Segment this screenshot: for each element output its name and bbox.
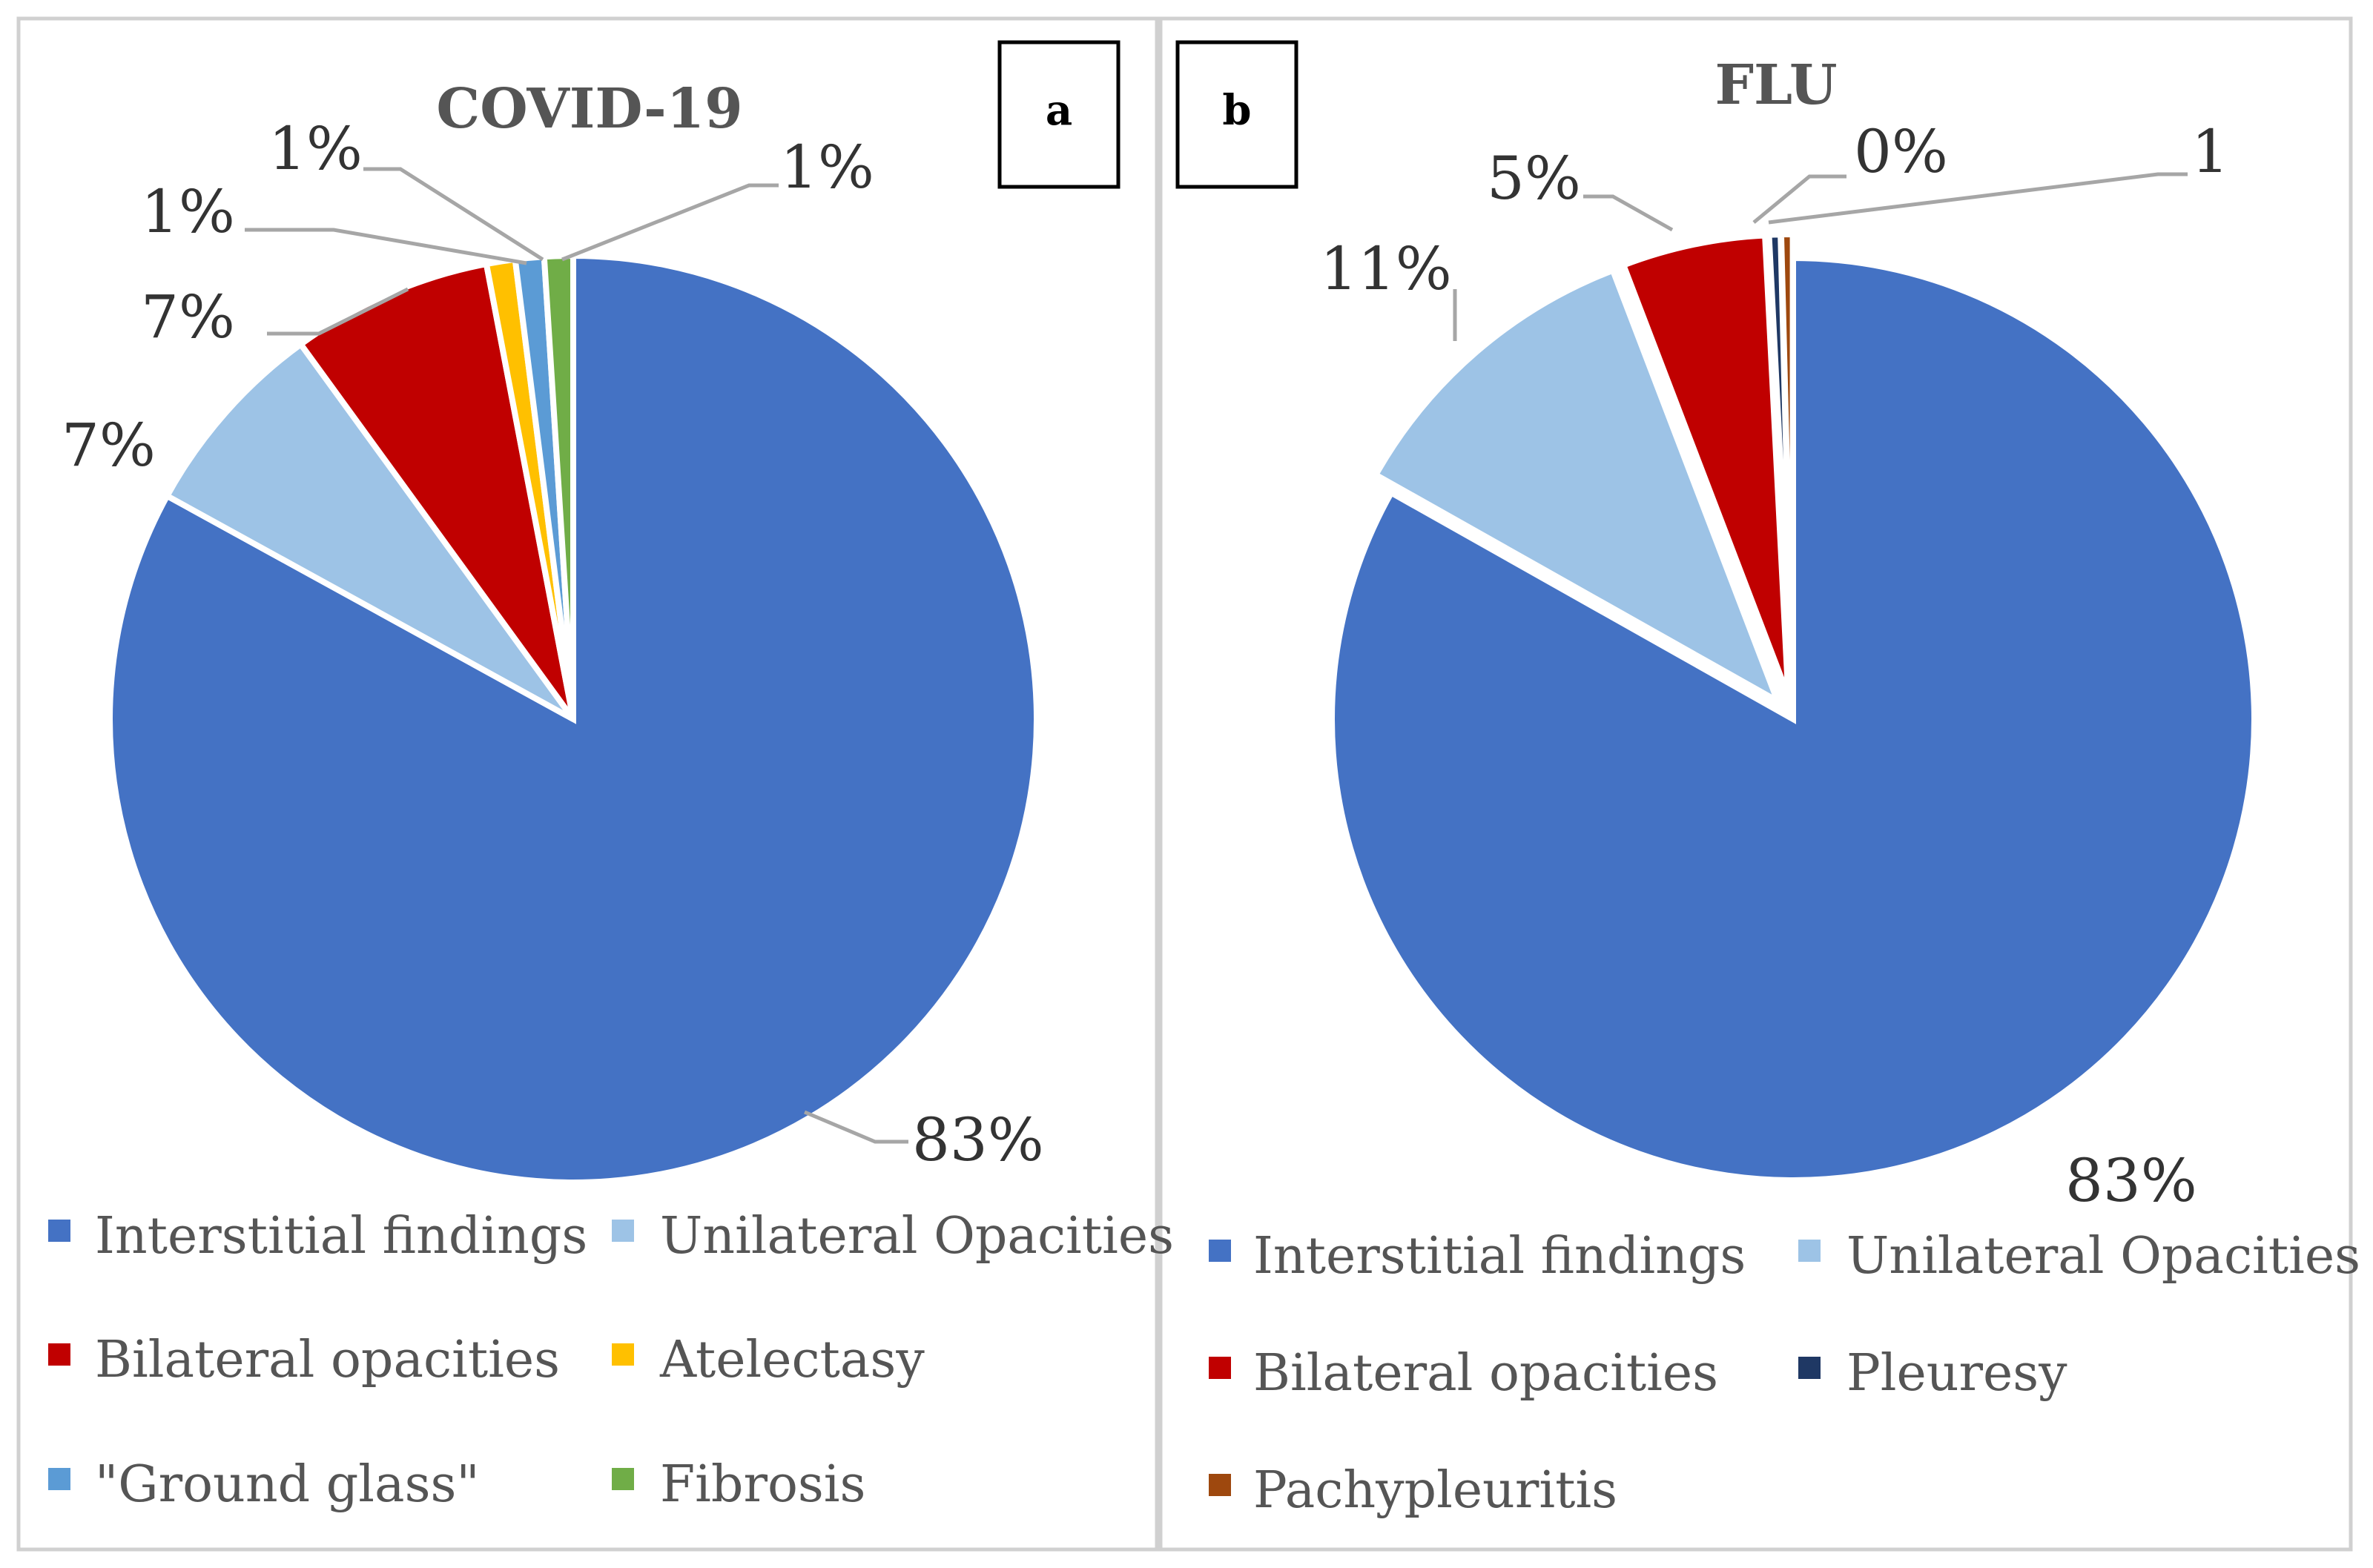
legend-b-swatch-bilateral: [1209, 1357, 1231, 1379]
legend-b-interstitial: Interstitial findings: [1253, 1227, 1746, 1286]
pie-b: [1329, 231, 2257, 1183]
label-a-atelectasy: 1%: [141, 177, 235, 246]
legend-b-unilateral: Unilateral Opacities: [1846, 1227, 2360, 1286]
legend-b-pachy: Pachypleuritis: [1253, 1461, 1617, 1520]
panel-a-tag-box: [997, 40, 1121, 189]
pie-b-slice-bilateral-opacities: [1620, 232, 1792, 698]
legend-a-swatch-fibrosis: [612, 1468, 634, 1490]
panel-b-tag: b: [1222, 86, 1251, 135]
pie-a-slice-interstitial-findings: [107, 252, 1040, 1185]
chart-b-title: FLU: [1714, 53, 1837, 117]
legend-a-swatch-interstitial: [48, 1220, 70, 1242]
leader-a-bilateral: [267, 287, 409, 336]
pie-a: [107, 252, 1040, 1185]
legend-a-swatch-unilateral: [612, 1220, 634, 1242]
label-a-interstitial: 83%: [912, 1105, 1044, 1174]
pie-b-slice-interstitial-findings: [1329, 254, 2257, 1183]
legend-a-bilateral: Bilateral opacities: [95, 1331, 560, 1389]
chart-a-title: COVID-19: [436, 77, 742, 141]
legend-a-atelectasy: Atelectasy: [659, 1331, 925, 1389]
label-b-pleuresy: 0%: [1854, 117, 1948, 186]
leader-a-groundglass: [363, 167, 544, 262]
legend-b-swatch-interstitial: [1209, 1240, 1231, 1262]
label-a-bilateral: 7%: [141, 282, 235, 351]
legend-b-bilateral: Bilateral opacities: [1253, 1344, 1718, 1403]
legend-a-unilateral: Unilateral Opacities: [660, 1207, 1174, 1266]
legend-a-swatch-bilateral: [48, 1343, 70, 1366]
leader-a-atelectasy: [245, 228, 527, 265]
legend-b-pleuresy: Pleuresy: [1846, 1344, 2067, 1403]
legend-a-groundglass: "Ground glass": [95, 1455, 480, 1514]
pie-a-slice-unilateral-opacities: [162, 340, 576, 722]
leader-a-fibrosis: [561, 183, 779, 262]
label-a-groundglass: 1%: [268, 114, 363, 183]
panel-a-tag: a: [1046, 86, 1072, 135]
legend-b-swatch-pleuresy: [1798, 1357, 1821, 1379]
leader-b-pleuresy: [1752, 174, 1846, 224]
label-b-bilateral: 5%: [1487, 144, 1581, 213]
legend-a-fibrosis: Fibrosis: [660, 1455, 865, 1514]
legend-a-swatch-atelectasy: [612, 1343, 634, 1366]
legend-b: Interstitial findings Unilateral Opaciti…: [1209, 1227, 2360, 1520]
legend-b-swatch-unilateral: [1798, 1240, 1821, 1262]
label-b-interstitial: 83%: [2065, 1146, 2197, 1215]
legend-b-swatch-pachy: [1209, 1474, 1231, 1496]
label-b-unilateral: 11%: [1320, 234, 1452, 303]
leader-a-interstitial: [804, 1110, 908, 1144]
leader-b-bilateral: [1583, 194, 1674, 232]
label-a-fibrosis: 1%: [780, 133, 874, 202]
legend-a-interstitial: Interstitial findings: [95, 1207, 587, 1266]
pie-b-slice-pachypleuritis: [1778, 231, 1796, 696]
leader-b-pachy: [1768, 172, 2188, 225]
legend-a: Interstitial findings Unilateral Opaciti…: [48, 1207, 1174, 1514]
pie-b-slice-unilateral-opacities: [1371, 266, 1783, 708]
label-b-pachy: 1: [2191, 117, 2229, 186]
panel-b-tag-box: [1175, 40, 1298, 189]
label-a-unilateral: 7%: [62, 411, 156, 480]
legend-a-swatch-groundglass: [48, 1468, 70, 1490]
